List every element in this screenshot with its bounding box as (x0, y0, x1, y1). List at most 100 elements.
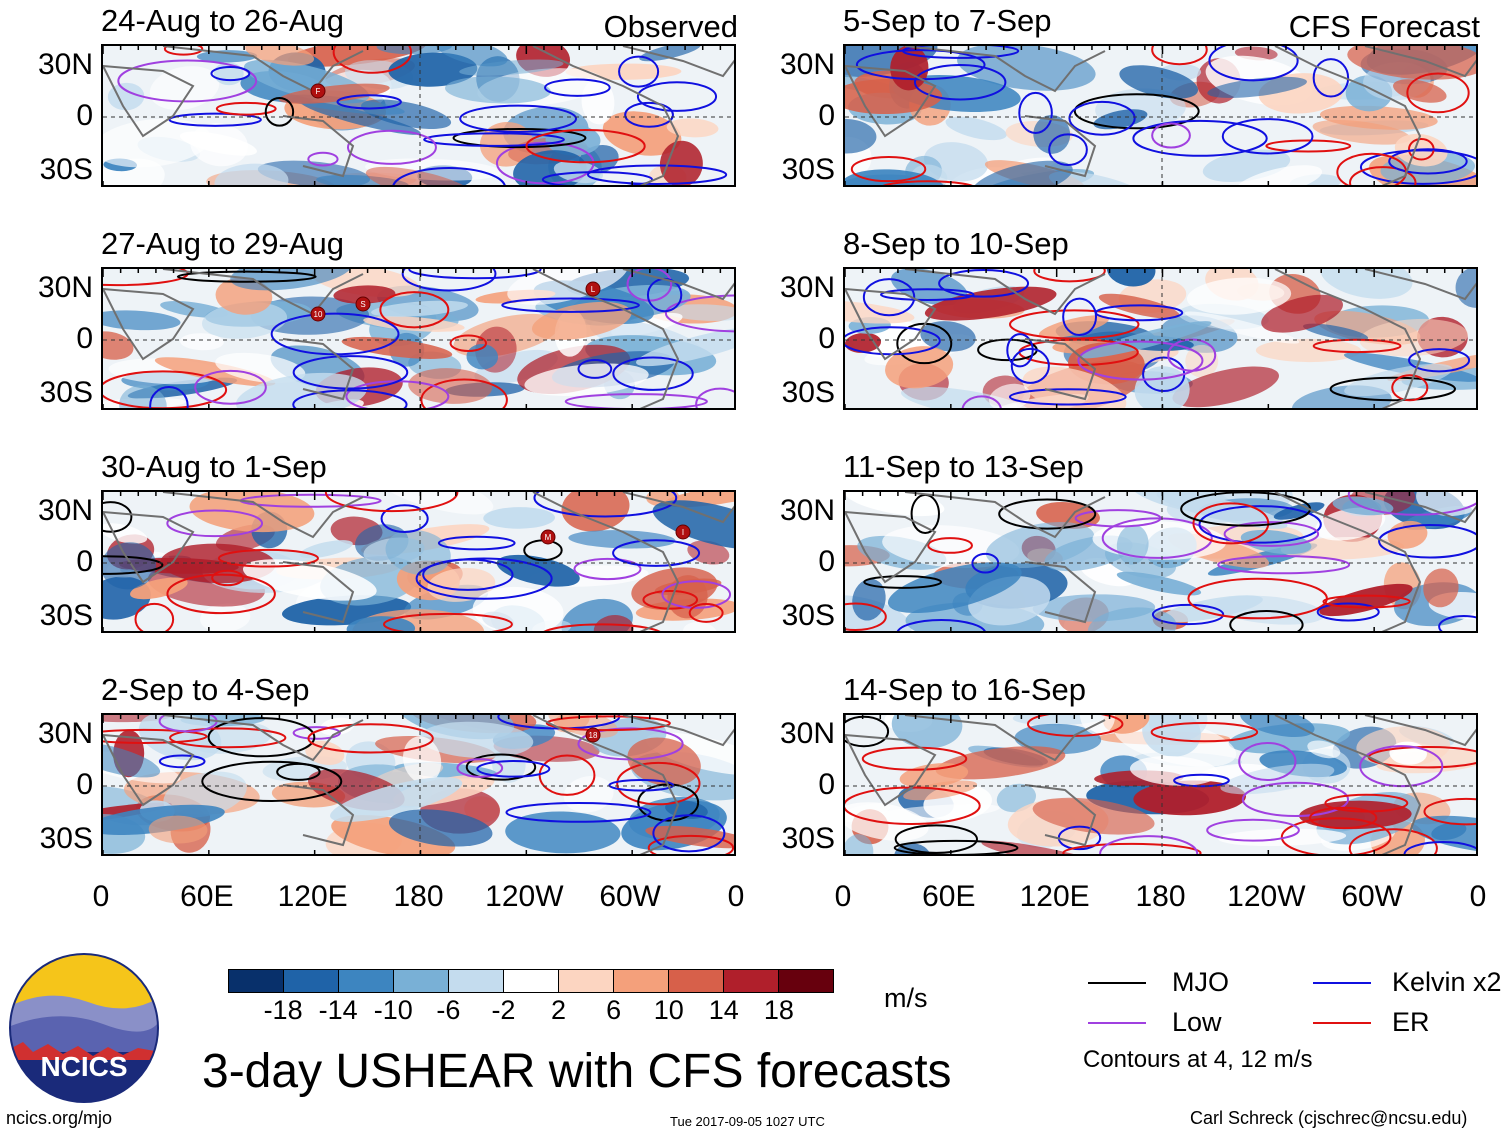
wave-contour (624, 101, 674, 128)
storm-marker-label: L (591, 285, 596, 294)
colorbar-tick-label: 2 (551, 995, 567, 1025)
anomaly-shading (179, 131, 257, 156)
map-panel (843, 44, 1478, 187)
coastline (1024, 115, 1097, 178)
wave-contour (525, 128, 646, 164)
wave-contour (476, 760, 551, 778)
storm-marker-label: S (360, 300, 365, 309)
coastline (1024, 338, 1097, 401)
wave-contour (541, 171, 654, 185)
coastline (1274, 46, 1422, 185)
wave-contour (1388, 148, 1468, 175)
wave-contour (1094, 304, 1184, 322)
wave-contour (1018, 91, 1053, 134)
anomaly-shading (427, 567, 496, 602)
coastline (622, 715, 734, 747)
wave-contour (1077, 340, 1204, 381)
anomaly-shading (1303, 323, 1369, 341)
anomaly-shading (1172, 366, 1279, 408)
anomaly-shading (845, 118, 877, 154)
anomaly-shading (1319, 583, 1413, 617)
wave-contour (1073, 93, 1200, 130)
latitude-label: 30N (779, 494, 835, 527)
latitude-label: 0 (76, 545, 93, 578)
anomaly-shading (445, 76, 551, 104)
wave-contour (149, 386, 189, 408)
logo-text: NCICS (40, 1051, 127, 1082)
anomaly-shading (845, 834, 874, 854)
wave-contour (1391, 374, 1429, 402)
anomaly-shading (214, 163, 289, 185)
coastline (103, 64, 195, 138)
anomaly-shading (1116, 571, 1202, 596)
wave-contour (1074, 509, 1162, 528)
wave-contour (544, 78, 611, 97)
wave-contour (505, 802, 652, 823)
colorbar-swatch (779, 970, 833, 992)
wave-contour (850, 156, 927, 183)
longitude-label: 60E (180, 880, 234, 913)
map-panel: F (101, 44, 736, 187)
anomaly-shading (1235, 165, 1323, 185)
wave-contour (896, 618, 986, 631)
anomaly-shading (882, 525, 1020, 568)
coastline (1274, 492, 1422, 631)
anomaly-shading (103, 310, 181, 331)
anomaly-shading (388, 52, 478, 87)
coastline (1364, 269, 1476, 301)
anomaly-shading (505, 811, 621, 854)
wave-contour (292, 389, 408, 408)
wave-contour (1151, 122, 1191, 149)
anomaly-shading (645, 825, 734, 849)
wave-contour (998, 498, 1097, 530)
wave-contour (103, 555, 164, 575)
anomaly-shading (103, 158, 165, 185)
wave-contour (913, 64, 1007, 101)
longitude-label: 60W (599, 880, 661, 913)
anomaly-shading (419, 721, 534, 758)
map-panel: S L 10 (101, 267, 736, 410)
wave-contour (1241, 781, 1350, 817)
shear-anomaly-map: MI (103, 492, 734, 631)
anomaly-shading (474, 349, 558, 385)
wave-contour (452, 127, 587, 149)
wave-contour (1309, 806, 1378, 830)
wave-contour (1192, 502, 1270, 545)
wave-contour (163, 46, 204, 56)
anomaly-shading (148, 815, 208, 844)
map-panel (843, 490, 1478, 633)
longitude-label: 180 (393, 880, 444, 913)
wave-contour (545, 715, 671, 732)
colorbar-swatch (669, 970, 724, 992)
wave-contour (845, 715, 890, 748)
wave-contour (1378, 523, 1476, 559)
anomaly-shading (1038, 315, 1110, 339)
anomaly-shading (1299, 800, 1412, 830)
anomaly-shading (278, 83, 390, 104)
colorbar-swatch (449, 970, 504, 992)
wave-contour (1359, 745, 1444, 788)
wave-contour (103, 370, 228, 408)
wave-contour (1150, 721, 1259, 743)
anomaly-shading (666, 118, 719, 138)
coastline (103, 733, 195, 807)
observed-label: Observed (603, 9, 738, 44)
longitude-label: 60W (1341, 880, 1403, 913)
anomaly-shading (593, 615, 634, 631)
shear-anomaly-map: S L 10 (103, 269, 734, 408)
colorbar-tick-label: -18 (263, 995, 303, 1025)
anomaly-shading (1359, 318, 1469, 357)
panel-title: 27-Aug to 29-Aug (101, 226, 345, 261)
anomaly-shading (242, 559, 377, 601)
anomaly-shading (341, 336, 453, 359)
wave-contour (862, 278, 916, 317)
wave-contour (1349, 166, 1417, 185)
wave-contour (1223, 521, 1320, 547)
legend-kelvin-label: Kelvin x2 (1392, 967, 1502, 997)
wave-contour (456, 758, 504, 778)
shear-anomaly-map (845, 46, 1476, 185)
anomaly-shading (894, 843, 932, 854)
wave-contour (134, 602, 175, 631)
colorbar-tick-label: 10 (653, 995, 684, 1025)
anomaly-shading (408, 368, 493, 404)
